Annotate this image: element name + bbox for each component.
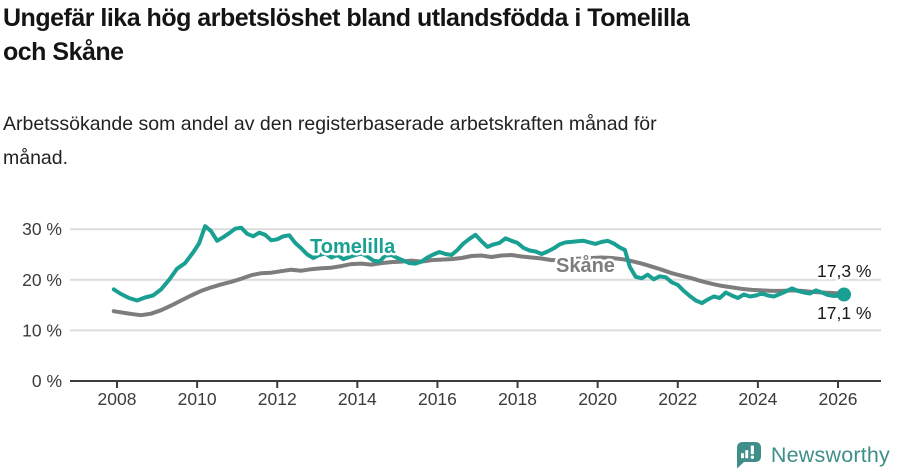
series-lines (111, 224, 846, 318)
y-tick-label-30: 30 % (22, 219, 62, 239)
x-axis-labels: 2008 2010 2012 2014 2016 2018 2020 2022 2024 2026 (98, 389, 858, 409)
title-line-1: Ungefär lika hög arbetslöshet bland utla… (3, 4, 690, 32)
series-label-skane: Skåne (556, 254, 615, 277)
x-tick-label-2024: 2024 (738, 389, 777, 409)
bar-2 (745, 450, 749, 459)
end-value-label-tomelilla: 17,1 % (817, 303, 871, 323)
exclamation-stem (750, 445, 754, 455)
y-axis-labels: 0 % 10 % 20 % 30 % (22, 219, 62, 391)
brand-name: Newsworthy (770, 442, 890, 467)
x-tick-label-2026: 2026 (819, 389, 858, 409)
series-label-tomelilla: Tomelilla (310, 236, 396, 258)
subtitle-line-1: Arbetssökande som andel av den registerb… (3, 113, 657, 135)
line-chart: 0 % 10 % 20 % 30 % 2008 2010 2012 2014 2016 2018… (22, 219, 881, 409)
gridlines (70, 228, 881, 332)
exclamation-dot (750, 455, 754, 459)
x-tick-label-2010: 2010 (178, 389, 217, 409)
series-line-skne (111, 253, 846, 318)
bar-1 (740, 453, 744, 459)
page-title: Ungefär lika hög arbetslöshet bland utla… (3, 2, 863, 69)
x-tick-label-2016: 2016 (418, 389, 457, 409)
end-value-label-skane: 17,3 % (817, 261, 871, 281)
x-axis-ticks (116, 381, 839, 388)
subtitle-line-2: månad. (3, 146, 69, 169)
x-tick-label-2012: 2012 (258, 389, 297, 409)
newsworthy-logo: Newsworthy (734, 441, 890, 469)
title-line-2: och Skåne (3, 37, 124, 66)
series-line-tomelilla (111, 224, 846, 306)
y-tick-label-0: 0 % (32, 371, 62, 391)
x-tick-label-2022: 2022 (658, 389, 697, 409)
x-tick-label-2014: 2014 (338, 389, 377, 409)
chart-subtitle: Arbetssökande som andel av den registerb… (3, 108, 863, 175)
y-tick-label-20: 20 % (22, 270, 62, 290)
x-tick-label-2018: 2018 (498, 389, 537, 409)
y-tick-label-10: 10 % (22, 320, 62, 340)
speech-bubble-shape (736, 442, 761, 469)
last-value-dot-tomelilla (837, 287, 851, 302)
x-tick-label-2008: 2008 (98, 389, 137, 409)
newsworthy-speech-bubble-chart-icon (736, 442, 761, 469)
x-tick-label-2020: 2020 (578, 389, 617, 409)
